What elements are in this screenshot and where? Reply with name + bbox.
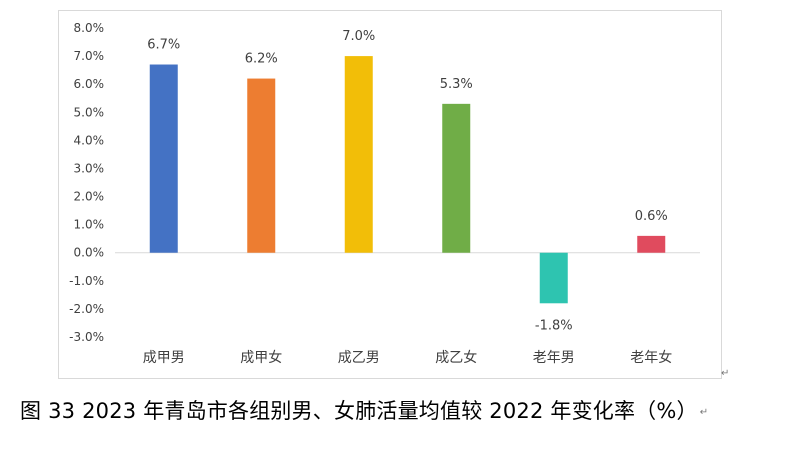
data-label: 0.6% <box>635 209 668 224</box>
y-tick-label: 7.0% <box>74 49 105 63</box>
x-category-label: 成乙女 <box>435 349 477 366</box>
bar <box>344 56 373 253</box>
data-label: 7.0% <box>342 29 375 44</box>
paragraph-mark: ↵ <box>721 368 730 379</box>
y-tick-label: 1.0% <box>74 218 105 232</box>
figure-caption-text: 图 33 2023 年青岛市各组别男、女肺活量均值较 2022 年变化率（%） <box>20 399 698 423</box>
y-tick-label: 3.0% <box>74 161 105 175</box>
x-category-label: 成甲女 <box>240 349 282 366</box>
y-tick-label: -1.0% <box>69 274 104 288</box>
paragraph-mark: ↵ <box>699 406 709 418</box>
y-tick-label: 4.0% <box>74 133 105 147</box>
x-category-label: 老年女 <box>630 349 672 366</box>
y-tick-label: -2.0% <box>69 302 104 316</box>
bar <box>637 235 666 253</box>
bar <box>442 103 471 253</box>
y-tick-label: 0.0% <box>74 246 105 260</box>
y-tick-label: 2.0% <box>74 190 105 204</box>
x-category-label: 成乙男 <box>338 350 380 366</box>
x-category-label: 老年男 <box>533 350 575 366</box>
y-tick-label: 8.0% <box>74 21 105 35</box>
y-tick-label: 6.0% <box>74 77 105 91</box>
bar <box>539 252 568 304</box>
bar <box>149 64 178 253</box>
bar <box>247 78 276 253</box>
data-label: 6.7% <box>147 38 180 53</box>
y-tick-label: 5.0% <box>74 105 105 119</box>
y-tick-label: -3.0% <box>69 330 104 344</box>
data-label: 5.3% <box>440 77 473 92</box>
x-category-label: 成甲男 <box>143 350 185 366</box>
data-label: 6.2% <box>245 52 278 67</box>
data-label: -1.8% <box>535 318 573 333</box>
figure-caption: 图 33 2023 年青岛市各组别男、女肺活量均值较 2022 年变化率（%） ↵ <box>20 395 708 425</box>
